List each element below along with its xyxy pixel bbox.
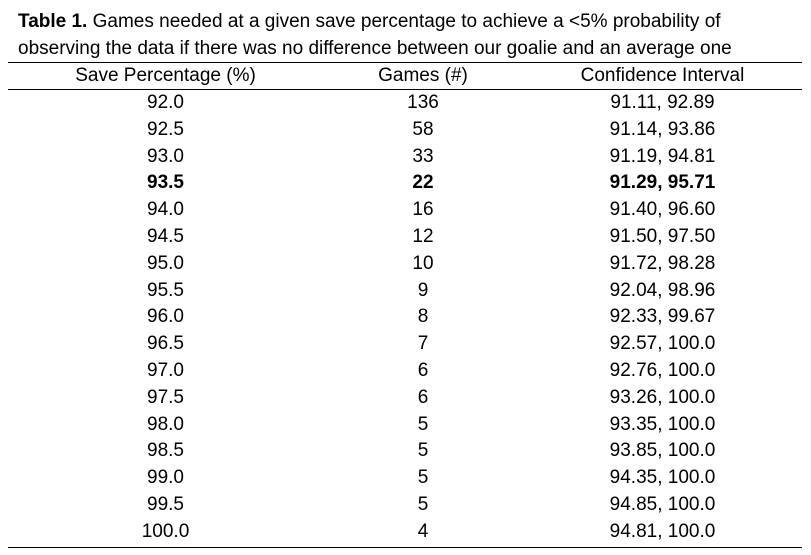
save-percentage-cell: 100.0 bbox=[141, 520, 190, 542]
games-cell: 22 bbox=[412, 172, 434, 194]
games-cell: 9 bbox=[417, 279, 429, 301]
games-cell: 58 bbox=[412, 118, 434, 140]
save-percentage-cell: 97.5 bbox=[147, 386, 184, 408]
save-percentage-cell: 96.0 bbox=[147, 306, 184, 328]
caption-line-1: Games needed at a given save percentage … bbox=[87, 11, 721, 32]
confidence-interval-cell: 94.81, 100.0 bbox=[609, 520, 716, 542]
table-row: 100.0 4 94.81, 100.0 bbox=[8, 519, 802, 546]
caption-label: Table 1. bbox=[18, 11, 88, 32]
table-body: 92.0 136 91.11, 92.89 92.5 58 91.14, 93.86 93.… bbox=[8, 90, 802, 546]
table-row: 98.5 5 93.85, 100.0 bbox=[8, 438, 802, 465]
table-row: 92.0 136 91.11, 92.89 bbox=[8, 90, 802, 117]
confidence-interval-cell: 91.29, 95.71 bbox=[609, 172, 716, 194]
table-bottom-rule bbox=[8, 547, 802, 548]
header-save-percentage: Save Percentage (%) bbox=[8, 63, 323, 90]
save-percentage-cell: 93.0 bbox=[147, 145, 184, 167]
header-confidence-interval: Confidence Interval bbox=[523, 63, 802, 90]
confidence-interval-cell: 94.35, 100.0 bbox=[609, 467, 716, 489]
games-cell: 12 bbox=[412, 225, 434, 247]
confidence-interval-cell: 93.35, 100.0 bbox=[609, 413, 716, 435]
table-header-row: Save Percentage (%) Games (#) Confidence… bbox=[8, 63, 802, 90]
save-percentage-cell: 93.5 bbox=[147, 172, 184, 194]
confidence-interval-cell: 92.57, 100.0 bbox=[609, 333, 716, 355]
save-percentage-cell: 95.0 bbox=[147, 252, 184, 274]
save-percentage-cell: 99.0 bbox=[147, 467, 184, 489]
save-percentage-cell: 99.5 bbox=[147, 493, 184, 515]
save-percentage-cell: 96.5 bbox=[147, 333, 184, 355]
games-cell: 6 bbox=[417, 386, 429, 408]
games-cell: 5 bbox=[417, 413, 429, 435]
confidence-interval-cell: 91.19, 94.81 bbox=[609, 145, 716, 167]
confidence-interval-cell: 91.50, 97.50 bbox=[609, 225, 716, 247]
table-row: 97.0 6 92.76, 100.0 bbox=[8, 358, 802, 385]
confidence-interval-cell: 94.85, 100.0 bbox=[609, 493, 716, 515]
save-percentage-cell: 98.0 bbox=[147, 413, 184, 435]
games-cell: 33 bbox=[412, 145, 434, 167]
table-row: 95.5 9 92.04, 98.96 bbox=[8, 278, 802, 305]
save-percentage-cell: 94.5 bbox=[147, 225, 184, 247]
games-cell: 16 bbox=[412, 199, 434, 221]
header-games: Games (#) bbox=[323, 63, 523, 90]
games-cell: 10 bbox=[412, 252, 434, 274]
confidence-interval-cell: 92.04, 98.96 bbox=[609, 279, 716, 301]
confidence-interval-cell: 91.11, 92.89 bbox=[610, 92, 715, 113]
games-cell: 5 bbox=[417, 440, 429, 462]
table-row: 96.0 8 92.33, 99.67 bbox=[8, 304, 802, 331]
save-percentage-cell: 92.0 bbox=[147, 92, 184, 113]
confidence-interval-cell: 91.40, 96.60 bbox=[609, 199, 716, 221]
table-row: 92.5 58 91.14, 93.86 bbox=[8, 117, 802, 144]
save-percentage-cell: 97.0 bbox=[147, 359, 184, 381]
table-row: 99.5 5 94.85, 100.0 bbox=[8, 492, 802, 519]
confidence-interval-cell: 91.14, 93.86 bbox=[609, 118, 716, 140]
table-row: 93.5 22 91.29, 95.71 bbox=[8, 170, 802, 197]
games-cell: 5 bbox=[417, 467, 429, 489]
save-percentage-cell: 92.5 bbox=[147, 118, 184, 140]
games-cell: 6 bbox=[417, 359, 429, 381]
games-cell: 4 bbox=[417, 520, 429, 542]
table-top-rule bbox=[8, 62, 802, 63]
caption-line-2: observing the data if there was no diffe… bbox=[18, 38, 732, 59]
table-row: 94.0 16 91.40, 96.60 bbox=[8, 197, 802, 224]
table-row: 93.0 33 91.19, 94.81 bbox=[8, 144, 802, 171]
games-cell: 7 bbox=[417, 333, 429, 355]
games-cell: 136 bbox=[407, 92, 439, 113]
confidence-interval-cell: 91.72, 98.28 bbox=[609, 252, 716, 274]
confidence-interval-cell: 92.33, 99.67 bbox=[609, 306, 716, 328]
save-percentage-cell: 94.0 bbox=[147, 199, 184, 221]
table-row: 99.0 5 94.35, 100.0 bbox=[8, 465, 802, 492]
table-row: 96.5 7 92.57, 100.0 bbox=[8, 331, 802, 358]
games-cell: 8 bbox=[417, 306, 429, 328]
table-caption: Table 1. Games needed at a given save pe… bbox=[18, 8, 798, 62]
table-row: 95.0 10 91.72, 98.28 bbox=[8, 251, 802, 278]
games-cell: 5 bbox=[417, 493, 429, 515]
save-percentage-cell: 98.5 bbox=[147, 440, 184, 462]
confidence-interval-cell: 92.76, 100.0 bbox=[609, 359, 716, 381]
table-row: 97.5 6 93.26, 100.0 bbox=[8, 385, 802, 412]
confidence-interval-cell: 93.26, 100.0 bbox=[609, 386, 716, 408]
table-row: 94.5 12 91.50, 97.50 bbox=[8, 224, 802, 251]
save-percentage-cell: 95.5 bbox=[147, 279, 184, 301]
data-table: Save Percentage (%) Games (#) Confidence… bbox=[8, 63, 802, 546]
confidence-interval-cell: 93.85, 100.0 bbox=[609, 440, 716, 462]
table-row: 98.0 5 93.35, 100.0 bbox=[8, 412, 802, 439]
